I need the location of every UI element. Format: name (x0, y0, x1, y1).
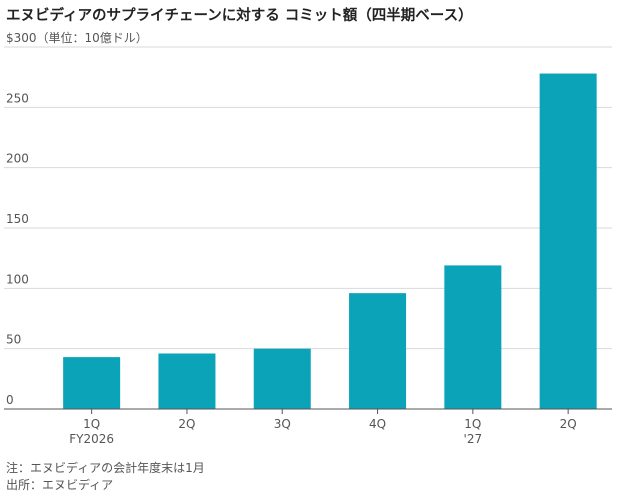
bar (539, 73, 597, 410)
y-tick-label: 0 (6, 393, 14, 407)
x-tick-sublabel: FY2026 (69, 432, 114, 446)
x-tick-label: 3Q (274, 417, 291, 431)
x-tick-label: 1Q (83, 417, 100, 431)
footnote: 注：エヌビディアの会計年度末は1月 (6, 461, 205, 475)
y-axis-label: $300（単位：10億ドル） (6, 30, 148, 45)
axes (4, 408, 612, 414)
chart-title: エヌビディアのサプライチェーンに対する コミット額（四半期ベース） (6, 8, 473, 24)
chart-footer: 注：エヌビディアの会計年度末は1月 出所：エヌビディア (6, 460, 205, 494)
y-tick-label: 100 (6, 272, 29, 286)
x-tick-label: 4Q (369, 417, 386, 431)
y-tick-label: 250 (6, 91, 29, 105)
bars (63, 73, 597, 410)
bar (158, 353, 216, 409)
gridlines (4, 46, 612, 350)
bar (63, 357, 121, 409)
bar (349, 293, 407, 409)
y-tick-label: 200 (6, 152, 29, 166)
y-tick-label: 50 (6, 333, 21, 347)
x-tick-label: 1Q (464, 417, 481, 431)
x-tick-label: 2Q (178, 417, 195, 431)
x-tick-label: 2Q (560, 417, 577, 431)
source-note: 出所：エヌビディア (6, 478, 114, 492)
y-tick-label: 150 (6, 212, 29, 226)
bar (444, 265, 502, 409)
bar (253, 348, 311, 409)
x-tick-sublabel: '27 (464, 432, 483, 446)
